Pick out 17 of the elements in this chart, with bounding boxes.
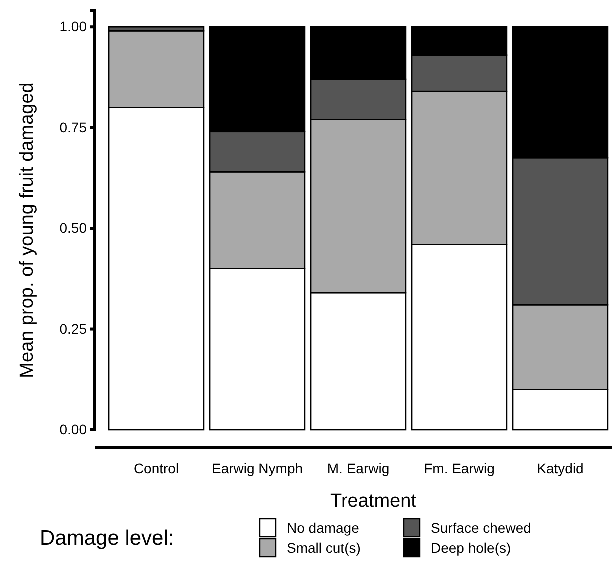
legend-label: Small cut(s): [287, 540, 361, 556]
x-axis-title: Treatment: [330, 491, 418, 512]
y-tick-label: 1.00: [60, 18, 88, 35]
x-tick-label: Earwig Nymph: [212, 460, 304, 476]
legend-label: Deep hole(s): [431, 540, 512, 556]
y-tick-label: 0.50: [60, 220, 88, 236]
y-axis-title: Mean prop. of young fruit damaged: [17, 82, 38, 378]
x-tick-label: Control: [134, 460, 180, 476]
y-tick-label: 0.00: [60, 421, 88, 438]
y-tick-label: 0.25: [60, 320, 88, 337]
legend-label: Surface chewed: [431, 520, 532, 536]
legend-label: No damage: [287, 520, 360, 536]
x-tick-label: Fm. Earwig: [424, 460, 495, 476]
y-tick-label: 0.75: [60, 119, 88, 136]
legend-title: Damage level:: [40, 527, 174, 550]
x-tick-label: Katydid: [537, 460, 584, 476]
x-tick-label: M. Earwig: [327, 460, 390, 476]
